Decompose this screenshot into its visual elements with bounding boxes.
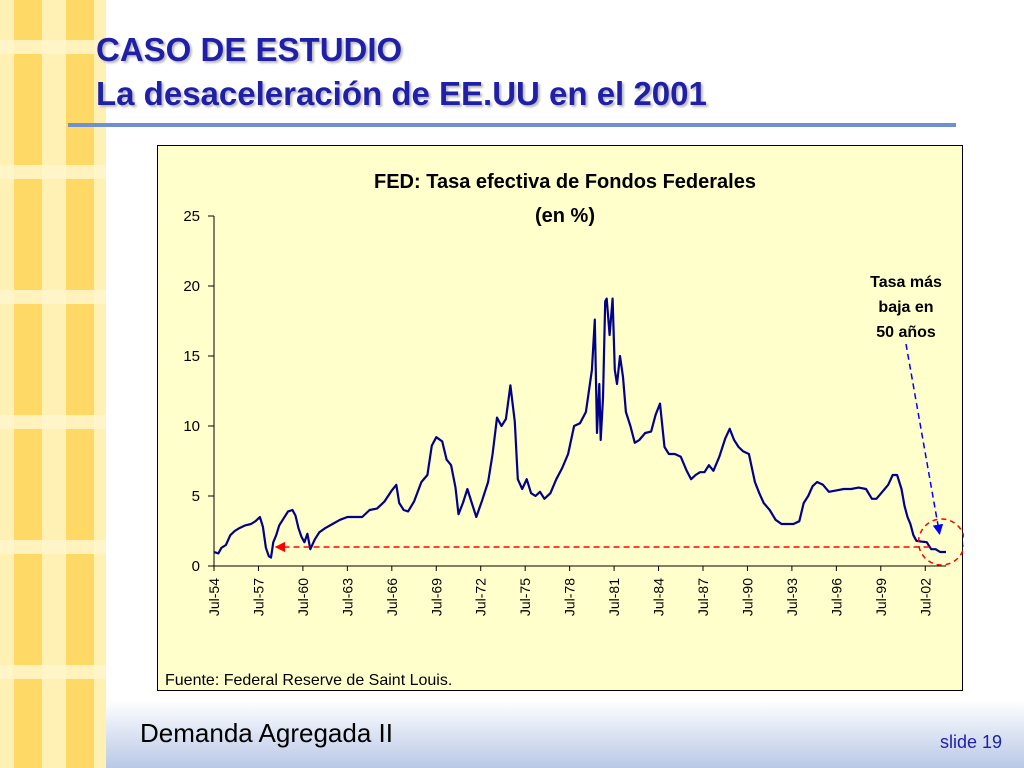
slide-number: slide 19 [939, 732, 1002, 752]
chart-container: FED: Tasa efectiva de Fondos Federales (… [157, 145, 964, 691]
x-tick-label: Jul-99 [873, 578, 889, 616]
x-tick-label: Jul-93 [784, 578, 800, 616]
slide-title-line2: La desaceleración de EE.UU en el 2001 [96, 75, 707, 112]
x-tick-label: Jul-57 [250, 578, 266, 616]
slide-title-line1: CASO DE ESTUDIO [96, 31, 403, 68]
annotation-line1: Tasa más [870, 274, 942, 291]
y-tick-label: 5 [192, 488, 200, 505]
x-axis: Jul-54 Jul-57 Jul-60 Jul-63 Jul-66 Jul-69 Jul-… [206, 565, 946, 616]
annotation-arrow [905, 343, 944, 536]
x-tick-label: Jul-84 [651, 578, 667, 616]
x-tick-label: Jul-96 [828, 578, 844, 616]
footer-title: Demanda Agregada II [140, 718, 393, 748]
annotation-line2: baja en [878, 299, 933, 316]
x-tick-label: Jul-69 [428, 578, 444, 616]
series-layer [213, 297, 946, 559]
y-axis: 0 5 10 15 20 25 [183, 208, 215, 575]
annotation-line3: 50 años [876, 324, 936, 341]
slide-title: CASO DE ESTUDIO La desaceleración de EE.… [96, 28, 707, 116]
line-chart: FED: Tasa efectiva de Fondos Federales (… [165, 171, 964, 689]
chart-title: FED: Tasa efectiva de Fondos Federales [374, 171, 756, 193]
x-tick-label: Jul-60 [295, 578, 311, 616]
x-tick-label: Jul-66 [384, 578, 400, 616]
x-tick-label: Jul-78 [562, 578, 578, 616]
y-tick-label: 20 [183, 278, 200, 295]
annotation-layer: Tasa más baja en 50 años [274, 274, 964, 566]
left-decoration-pattern [0, 0, 106, 768]
y-tick-label: 10 [183, 418, 200, 435]
x-tick-label: Jul-87 [695, 578, 711, 616]
x-tick-label: Jul-81 [606, 578, 622, 616]
chart-subtitle: (en %) [535, 205, 595, 227]
source-note: Fuente: Federal Reserve de Saint Louis. [165, 672, 452, 689]
x-tick-label: Jul-63 [339, 578, 355, 616]
x-tick-label: Jul-02 [917, 578, 933, 616]
x-tick-label: Jul-75 [517, 578, 533, 616]
x-tick-label: Jul-90 [739, 578, 755, 616]
bottom-gradient-band [106, 700, 1024, 768]
x-tick-label: Jul-72 [473, 578, 489, 616]
x-tick-label: Jul-54 [206, 578, 222, 616]
series-line-0 [213, 297, 946, 559]
y-tick-label: 25 [183, 208, 200, 225]
y-tick-label: 15 [183, 348, 200, 365]
y-tick-label: 0 [192, 558, 200, 575]
title-underline [68, 123, 956, 127]
